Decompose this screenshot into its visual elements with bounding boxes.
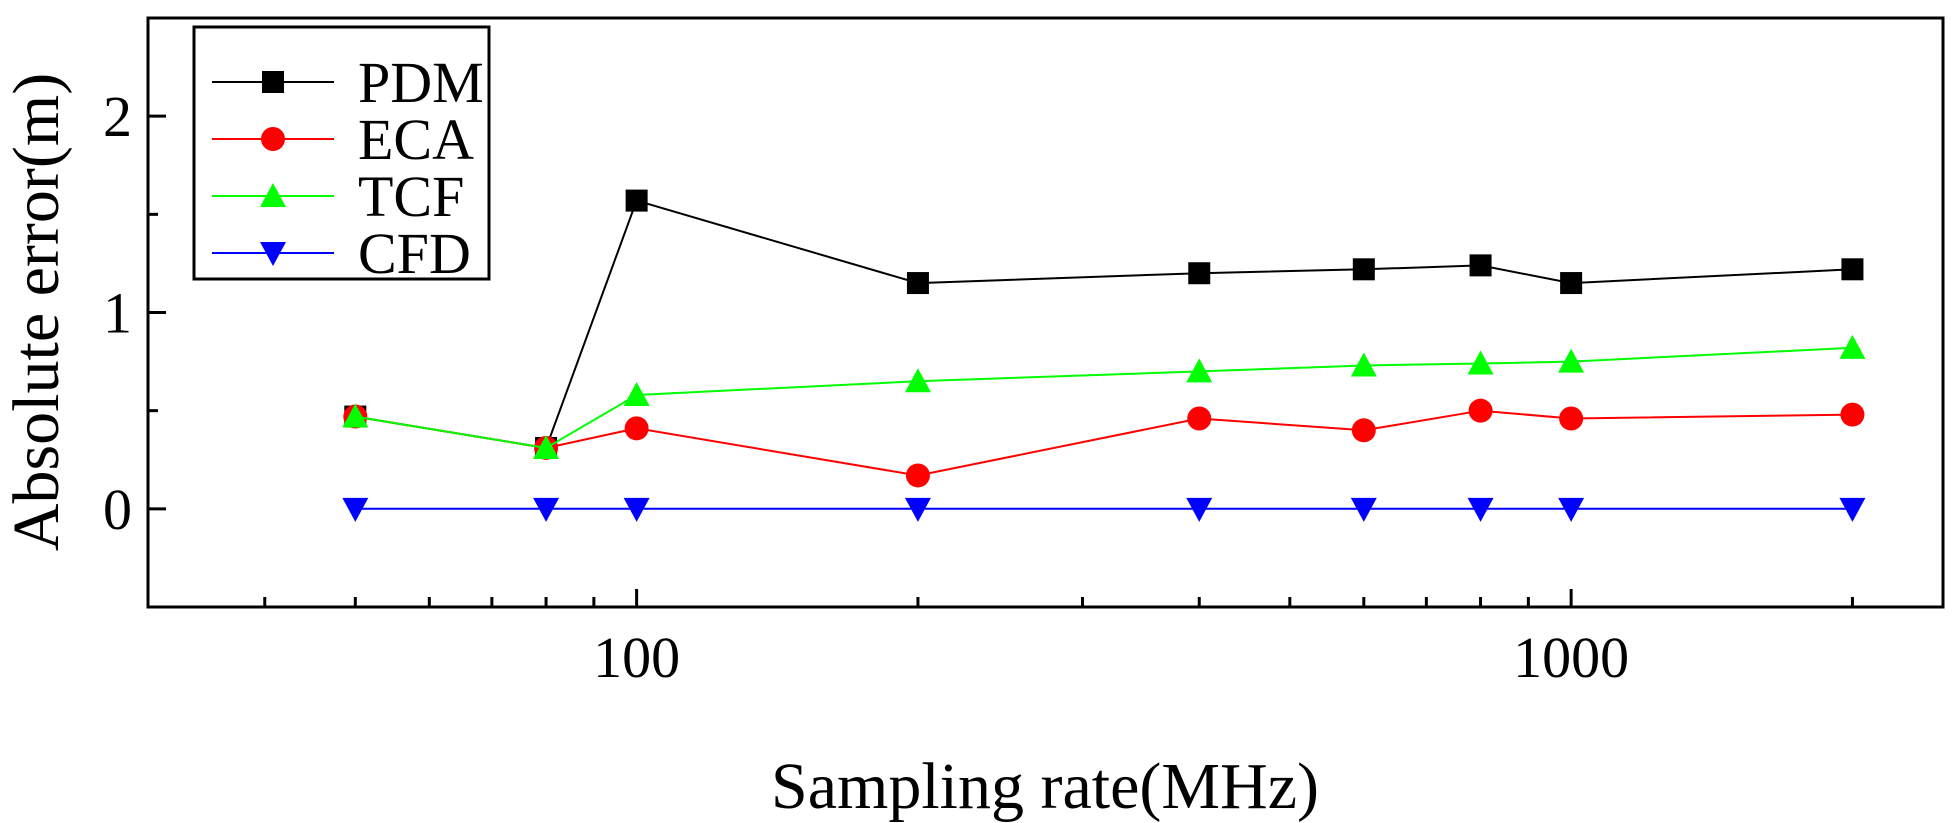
data-point-cfd: [1558, 497, 1585, 522]
data-point-cfd: [1839, 497, 1866, 522]
y-axis-label: Absolute error(m): [0, 73, 73, 551]
data-point-pdm: [1188, 262, 1211, 285]
data-point-cfd: [623, 497, 650, 522]
data-point-tcf: [1186, 358, 1213, 383]
data-point-tcf: [904, 368, 931, 393]
series-tcf: [342, 334, 1866, 459]
legend-item-cfd: CFD: [212, 221, 471, 286]
y-tick-label: 0: [103, 477, 132, 542]
legend-label: ECA: [358, 107, 474, 172]
legend-label: PDM: [358, 50, 484, 115]
legend-box: [192, 25, 491, 281]
data-point-pdm: [906, 272, 929, 295]
series-line-pdm: [355, 199, 1853, 450]
legend-item-tcf: TCF: [212, 164, 464, 229]
data-point-tcf: [1467, 350, 1494, 375]
data-point-eca: [1187, 406, 1212, 431]
x-tick-label: 1000: [1513, 625, 1629, 690]
data-point-cfd: [533, 497, 560, 522]
legend-marker: [261, 127, 285, 151]
series-line-tcf: [355, 346, 1853, 450]
data-point-tcf: [1839, 334, 1866, 359]
data-point-pdm: [1560, 272, 1583, 295]
legend-marker: [260, 183, 286, 207]
data-point-tcf: [1350, 352, 1377, 377]
data-point-tcf: [533, 434, 560, 459]
data-point-tcf: [342, 403, 369, 428]
data-point-pdm: [1841, 258, 1864, 281]
series-layer: [342, 189, 1866, 522]
y-tick-label: 2: [103, 84, 132, 149]
data-point-eca: [905, 463, 930, 488]
data-point-eca: [624, 416, 649, 441]
legend-item-eca: ECA: [212, 107, 474, 172]
data-point-eca: [1468, 398, 1493, 423]
tick-labels: 100 1000 0 1 2: [103, 84, 1629, 690]
y-tick-label: 1: [103, 281, 132, 346]
data-point-eca: [1840, 402, 1865, 427]
series-eca: [343, 398, 1865, 488]
data-point-cfd: [1467, 497, 1494, 522]
data-point-cfd: [1186, 497, 1213, 522]
data-point-pdm: [1469, 254, 1492, 277]
data-point-tcf: [1558, 348, 1585, 373]
legend-label: CFD: [358, 221, 471, 286]
data-point-cfd: [904, 497, 931, 522]
data-point-cfd: [1350, 497, 1377, 522]
x-axis-label: Sampling rate(MHz): [771, 750, 1319, 823]
series-line-eca: [355, 409, 1853, 477]
x-tick-label: 100: [593, 625, 680, 690]
series-cfd: [342, 497, 1866, 522]
data-point-tcf: [623, 381, 650, 406]
data-point-eca: [1559, 406, 1584, 431]
data-point-eca: [1351, 418, 1376, 443]
legend-label: TCF: [358, 164, 464, 229]
plot-frame: [146, 16, 1945, 609]
legend-marker: [260, 242, 286, 266]
data-point-cfd: [342, 497, 369, 522]
legend-item-pdm: PDM: [212, 50, 484, 115]
axis-ticks: [146, 16, 1854, 609]
data-point-pdm: [625, 189, 648, 212]
data-point-pdm: [1352, 258, 1375, 281]
legend-marker: [262, 71, 284, 93]
